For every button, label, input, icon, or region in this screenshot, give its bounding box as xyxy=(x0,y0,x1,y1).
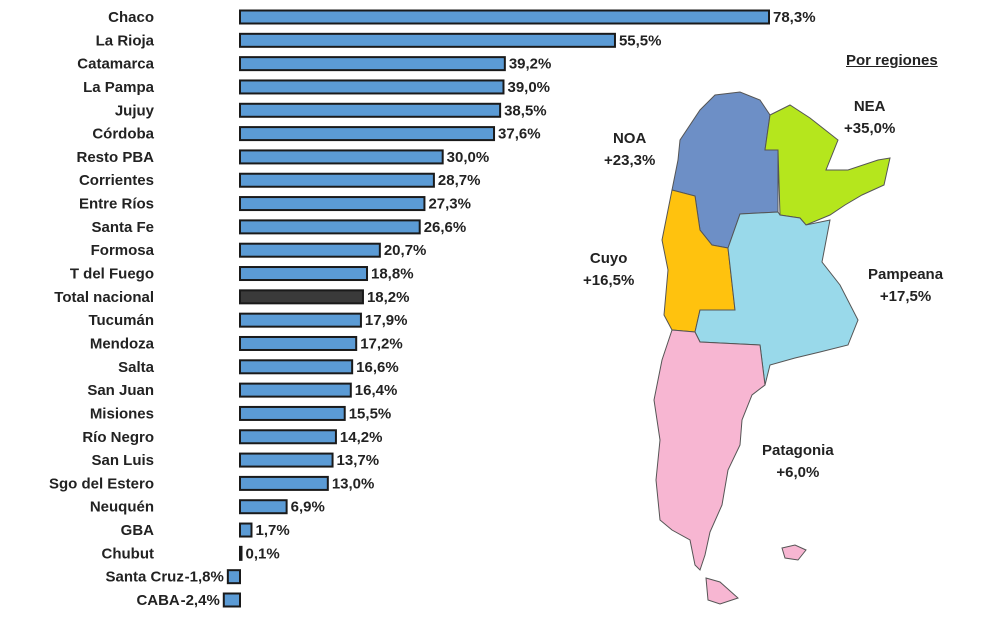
bar-20 xyxy=(239,475,329,491)
category-label: Mendoza xyxy=(90,335,155,352)
bar-8 xyxy=(239,196,426,212)
region-label-cuyo: Cuyo +16,5% xyxy=(583,250,635,289)
category-label: Tucumán xyxy=(88,312,154,329)
bar-24 xyxy=(226,569,241,585)
value-label: 27,3% xyxy=(428,196,471,213)
category-label: Sgo del Estero xyxy=(49,475,154,492)
bar-3 xyxy=(239,79,505,95)
bar-1 xyxy=(239,32,616,48)
bar-15 xyxy=(239,359,354,375)
value-label: 13,7% xyxy=(337,452,380,469)
category-label: Resto PBA xyxy=(76,149,154,166)
region-tierra-del-fuego xyxy=(705,577,739,605)
category-label: Corrientes xyxy=(79,172,154,189)
value-label: 16,6% xyxy=(356,359,399,376)
value-label: 1,7% xyxy=(255,522,289,539)
category-label: Entre Ríos xyxy=(79,196,154,213)
islas-malvinas xyxy=(781,544,807,561)
category-label: Jujuy xyxy=(115,102,155,119)
value-label: 16,4% xyxy=(355,382,398,399)
bar-0 xyxy=(239,9,770,25)
category-label: La Rioja xyxy=(96,32,155,49)
argentina-map xyxy=(653,91,891,605)
value-label: 15,5% xyxy=(349,405,392,422)
bar-10 xyxy=(239,242,381,258)
bar-9 xyxy=(239,219,421,235)
bar-21 xyxy=(239,499,288,515)
value-label: 0,1% xyxy=(246,545,280,562)
category-label: Formosa xyxy=(91,242,155,259)
map-title: Por regiones xyxy=(846,52,938,69)
value-label: 18,8% xyxy=(371,266,414,283)
value-label: 39,2% xyxy=(509,56,552,73)
category-label: Santa Cruz xyxy=(105,569,183,586)
category-label: GBA xyxy=(121,522,155,539)
region-nea xyxy=(764,104,891,226)
region-label-patagonia: Patagonia +6,0% xyxy=(762,442,834,481)
region-patagonia xyxy=(653,329,766,571)
bar-14 xyxy=(239,335,358,351)
value-label: -2,4% xyxy=(181,592,220,609)
category-label: CABA xyxy=(136,592,179,609)
bar-13 xyxy=(239,312,362,328)
category-label: Total nacional xyxy=(54,289,154,306)
region-label-noa: NOA +23,3% xyxy=(604,130,656,169)
bar-17 xyxy=(239,405,346,421)
category-label: Salta xyxy=(118,359,155,376)
value-label: 17,2% xyxy=(360,335,403,352)
value-label: 28,7% xyxy=(438,172,481,189)
value-label: -1,8% xyxy=(185,569,224,586)
category-label: Misiones xyxy=(90,405,154,422)
category-label: San Juan xyxy=(87,382,154,399)
value-label: 18,2% xyxy=(367,289,410,306)
category-label: San Luis xyxy=(91,452,154,469)
region-pampeana xyxy=(694,211,859,386)
value-label: 39,0% xyxy=(507,79,550,96)
value-label: 37,6% xyxy=(498,126,541,143)
category-label: Chaco xyxy=(108,9,154,26)
category-label: Santa Fe xyxy=(91,219,154,236)
category-label: Catamarca xyxy=(77,56,154,73)
region-label-pampeana: Pampeana +17,5% xyxy=(868,266,944,305)
value-label: 14,2% xyxy=(340,429,383,446)
bar-16 xyxy=(239,382,352,398)
bar-22 xyxy=(239,522,253,538)
value-label: 55,5% xyxy=(619,32,662,49)
value-label: 20,7% xyxy=(384,242,427,259)
bar-4 xyxy=(239,102,502,118)
category-label: T del Fuego xyxy=(70,266,154,283)
value-label: 6,9% xyxy=(291,499,325,516)
category-label: La Pampa xyxy=(83,79,155,96)
bar-18 xyxy=(239,429,337,445)
bar-19 xyxy=(239,452,334,468)
bar-25 xyxy=(222,592,242,608)
value-label: 30,0% xyxy=(447,149,490,166)
bar-11 xyxy=(239,266,369,282)
bar-5 xyxy=(239,126,496,142)
value-label: 78,3% xyxy=(773,9,816,26)
bar-23 xyxy=(239,545,243,561)
bar-2 xyxy=(239,56,506,72)
region-label-nea: NEA +35,0% xyxy=(844,98,896,137)
value-label: 38,5% xyxy=(504,102,547,119)
category-label: Neuquén xyxy=(90,499,154,516)
category-label: Río Negro xyxy=(82,429,154,446)
value-label: 17,9% xyxy=(365,312,408,329)
bar-12 xyxy=(239,289,364,305)
value-label: 13,0% xyxy=(332,475,375,492)
value-label: 26,6% xyxy=(424,219,467,236)
bar-7 xyxy=(239,172,435,188)
category-label: Chubut xyxy=(102,545,154,562)
bar-6 xyxy=(239,149,444,165)
category-label: Córdoba xyxy=(92,126,154,143)
